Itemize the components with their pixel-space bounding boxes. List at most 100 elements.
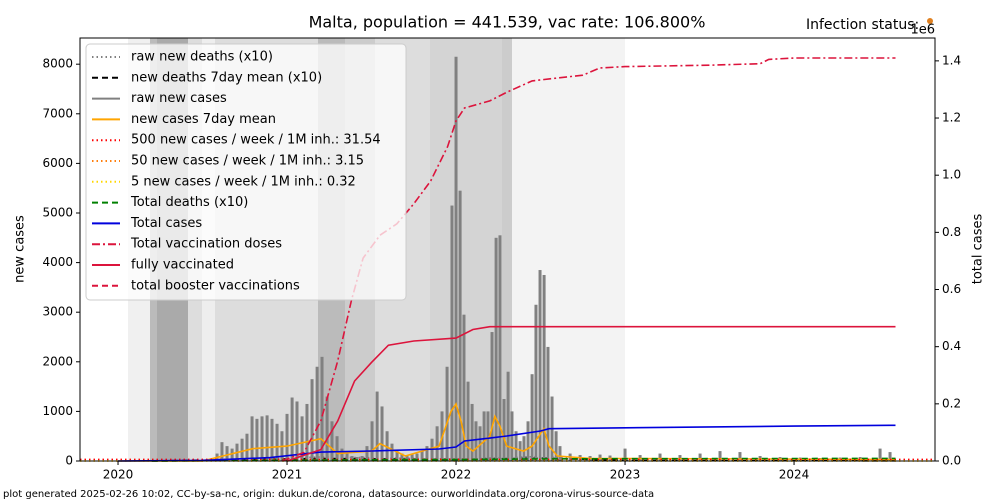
y2-tick-label: 0.2 bbox=[942, 396, 961, 410]
bar bbox=[658, 453, 662, 461]
bar bbox=[450, 205, 454, 461]
y-tick-label: 2000 bbox=[42, 354, 73, 368]
y-tick-label: 5000 bbox=[42, 205, 73, 219]
bar bbox=[435, 426, 439, 461]
axes-frame bbox=[79, 37, 936, 462]
bar bbox=[345, 453, 349, 461]
bar bbox=[330, 421, 334, 461]
bar bbox=[275, 423, 279, 461]
bar bbox=[502, 398, 506, 461]
bar bbox=[400, 453, 404, 461]
status-dot bbox=[927, 18, 933, 24]
legend-label: fully vaccinated bbox=[131, 258, 234, 273]
series-line bbox=[117, 424, 896, 462]
bar bbox=[698, 453, 702, 461]
bar bbox=[534, 304, 538, 461]
y-tick-label: 7000 bbox=[42, 106, 73, 120]
bar bbox=[270, 418, 274, 461]
bar bbox=[514, 431, 518, 461]
legend-label: total booster vaccinations bbox=[131, 278, 300, 293]
bar bbox=[458, 190, 462, 461]
bar bbox=[350, 456, 354, 461]
legend-label: Total deaths (x10) bbox=[130, 195, 248, 210]
bar bbox=[260, 416, 264, 461]
bar bbox=[255, 418, 259, 461]
bar bbox=[360, 456, 364, 461]
bar bbox=[340, 448, 344, 461]
bar bbox=[415, 453, 419, 461]
bar bbox=[250, 416, 254, 461]
bar bbox=[454, 56, 458, 461]
bar bbox=[305, 403, 309, 461]
x-tick-label: 2020 bbox=[103, 468, 134, 482]
x-tick-label: 2021 bbox=[272, 468, 303, 482]
y2-tick-label: 0.6 bbox=[942, 282, 961, 296]
bar bbox=[498, 235, 502, 461]
bar bbox=[225, 446, 229, 461]
bar bbox=[486, 411, 490, 461]
bar bbox=[410, 454, 414, 461]
bar bbox=[462, 314, 466, 461]
bar bbox=[542, 274, 546, 461]
bar bbox=[888, 452, 892, 461]
bar bbox=[295, 401, 299, 461]
bar bbox=[490, 332, 494, 461]
bar bbox=[738, 452, 742, 461]
y-tick-label: 8000 bbox=[42, 57, 73, 71]
bar bbox=[482, 411, 486, 461]
bar bbox=[494, 237, 498, 461]
bar bbox=[385, 431, 389, 461]
y-axis-label: new cases bbox=[13, 215, 28, 283]
bar bbox=[405, 455, 409, 461]
bar bbox=[538, 270, 542, 461]
bar bbox=[526, 421, 530, 461]
bar bbox=[380, 406, 384, 461]
status-band bbox=[502, 38, 512, 461]
bar bbox=[370, 421, 374, 461]
legend-label: 50 new cases / week / 1M inh.: 3.15 bbox=[131, 154, 364, 169]
bar bbox=[310, 379, 314, 461]
y-tick-label: 0 bbox=[65, 454, 73, 468]
bar bbox=[445, 366, 449, 461]
bar bbox=[425, 446, 429, 461]
bar bbox=[466, 381, 470, 461]
bar bbox=[474, 421, 478, 461]
bar bbox=[395, 451, 399, 461]
x-tick-label: 2022 bbox=[441, 468, 472, 482]
status-band bbox=[430, 38, 502, 461]
legend-label: 5 new cases / week / 1M inh.: 0.32 bbox=[131, 174, 356, 189]
legend-label: raw new deaths (x10) bbox=[131, 50, 273, 65]
bar bbox=[265, 415, 269, 461]
bar bbox=[554, 431, 558, 461]
y2-axis-label: total cases bbox=[971, 214, 986, 285]
bar bbox=[335, 436, 339, 461]
bar bbox=[325, 396, 329, 461]
bar bbox=[315, 366, 319, 461]
bar bbox=[375, 391, 379, 461]
bar bbox=[878, 448, 882, 461]
legend-label: 500 new cases / week / 1M inh.: 31.54 bbox=[131, 133, 381, 148]
bar bbox=[546, 346, 550, 461]
y2-tick-label: 0.4 bbox=[942, 339, 961, 353]
legend-label: new deaths 7day mean (x10) bbox=[131, 70, 322, 85]
series-line bbox=[118, 402, 896, 462]
x-tick-label: 2024 bbox=[779, 468, 810, 482]
legend-label: Total vaccination doses bbox=[130, 237, 282, 252]
legend-label: new cases 7day mean bbox=[131, 112, 276, 127]
y-tick-label: 6000 bbox=[42, 156, 73, 170]
legend: raw new deaths (x10) new deaths 7day mean… bbox=[92, 50, 381, 293]
bar bbox=[718, 451, 722, 461]
bar bbox=[420, 451, 424, 461]
bar bbox=[518, 441, 522, 461]
y2-tick-label: 0.8 bbox=[942, 225, 961, 239]
legend-label: Total cases bbox=[130, 216, 202, 231]
bar bbox=[230, 448, 234, 461]
x-tick-label: 2023 bbox=[610, 468, 641, 482]
bar bbox=[240, 438, 244, 461]
y2-tick-label: 1.4 bbox=[942, 53, 961, 67]
bar bbox=[470, 403, 474, 461]
chart-title: Malta, population = 441.539, vac rate: 1… bbox=[309, 13, 706, 32]
bar bbox=[365, 446, 369, 461]
legend-box bbox=[85, 43, 407, 301]
